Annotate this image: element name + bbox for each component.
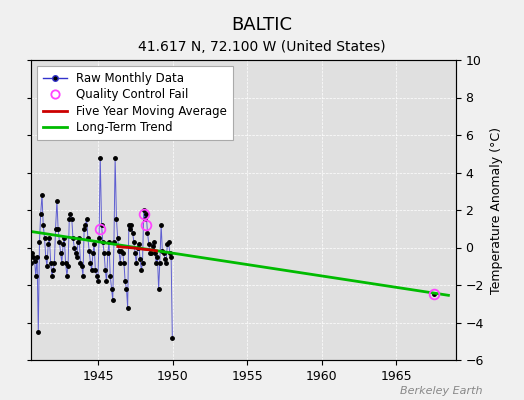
Legend: Raw Monthly Data, Quality Control Fail, Five Year Moving Average, Long-Term Tren: Raw Monthly Data, Quality Control Fail, … (37, 66, 233, 140)
Text: 41.617 N, 72.100 W (United States): 41.617 N, 72.100 W (United States) (138, 40, 386, 54)
Text: BALTIC: BALTIC (232, 16, 292, 34)
Y-axis label: Temperature Anomaly (°C): Temperature Anomaly (°C) (489, 126, 503, 294)
Text: Berkeley Earth: Berkeley Earth (400, 386, 482, 396)
